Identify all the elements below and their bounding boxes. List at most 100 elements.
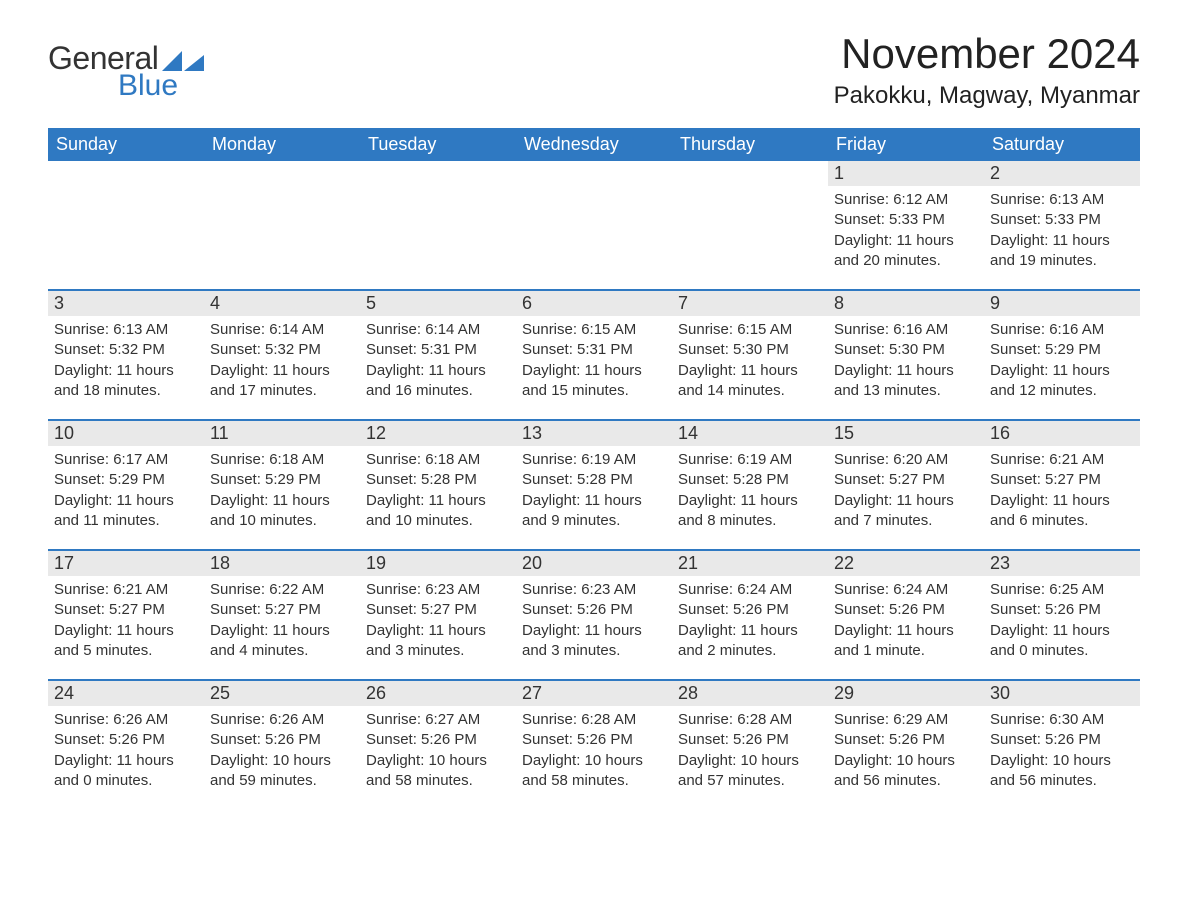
daylight-line: Daylight: 11 hours and 7 minutes. bbox=[834, 491, 978, 532]
day-details: Sunrise: 6:14 AMSunset: 5:32 PMDaylight:… bbox=[210, 320, 354, 401]
day-details: Sunrise: 6:27 AMSunset: 5:26 PMDaylight:… bbox=[366, 710, 510, 791]
sunset-line: Sunset: 5:26 PM bbox=[834, 730, 978, 750]
sunset-line: Sunset: 5:26 PM bbox=[366, 730, 510, 750]
sunrise-line: Sunrise: 6:14 AM bbox=[366, 320, 510, 340]
calendar-cell: 28 Sunrise: 6:28 AMSunset: 5:26 PMDayligh… bbox=[672, 681, 828, 809]
day-header-wednesday: Wednesday bbox=[516, 128, 672, 161]
calendar-cell: 11 Sunrise: 6:18 AMSunset: 5:29 PMDayligh… bbox=[204, 421, 360, 549]
sunset-line: Sunset: 5:29 PM bbox=[990, 340, 1134, 360]
day-details: Sunrise: 6:21 AMSunset: 5:27 PMDaylight:… bbox=[54, 580, 198, 661]
title-block: November 2024 Pakokku, Magway, Myanmar bbox=[834, 30, 1140, 110]
calendar-cell: 2 Sunrise: 6:13 AMSunset: 5:33 PMDaylight… bbox=[984, 161, 1140, 289]
daylight-line: Daylight: 11 hours and 13 minutes. bbox=[834, 361, 978, 402]
day-number: 13 bbox=[516, 421, 672, 446]
day-details: Sunrise: 6:21 AMSunset: 5:27 PMDaylight:… bbox=[990, 450, 1134, 531]
day-details: Sunrise: 6:23 AMSunset: 5:26 PMDaylight:… bbox=[522, 580, 666, 661]
sunrise-line: Sunrise: 6:16 AM bbox=[834, 320, 978, 340]
daylight-line: Daylight: 10 hours and 56 minutes. bbox=[834, 751, 978, 792]
day-number: 2 bbox=[984, 161, 1140, 186]
calendar-cell: 22Sunrise: 6:24 AMSunset: 5:26 PMDayligh… bbox=[828, 551, 984, 679]
sunset-line: Sunset: 5:26 PM bbox=[678, 600, 822, 620]
daylight-line: Daylight: 11 hours and 5 minutes. bbox=[54, 621, 198, 662]
daylight-line: Daylight: 11 hours and 18 minutes. bbox=[54, 361, 198, 402]
sunset-line: Sunset: 5:26 PM bbox=[522, 600, 666, 620]
sunrise-line: Sunrise: 6:12 AM bbox=[834, 190, 978, 210]
calendar-cell: 13Sunrise: 6:19 AMSunset: 5:28 PMDayligh… bbox=[516, 421, 672, 549]
sunset-line: Sunset: 5:26 PM bbox=[834, 600, 978, 620]
sunset-line: Sunset: 5:27 PM bbox=[990, 470, 1134, 490]
sunrise-line: Sunrise: 6:21 AM bbox=[990, 450, 1134, 470]
sunset-line: Sunset: 5:30 PM bbox=[834, 340, 978, 360]
sunrise-line: Sunrise: 6:18 AM bbox=[210, 450, 354, 470]
sunrise-line: Sunrise: 6:24 AM bbox=[834, 580, 978, 600]
calendar-cell: 4 Sunrise: 6:14 AMSunset: 5:32 PMDaylight… bbox=[204, 291, 360, 419]
day-details: Sunrise: 6:15 AMSunset: 5:31 PMDaylight:… bbox=[522, 320, 666, 401]
sunrise-line: Sunrise: 6:23 AM bbox=[522, 580, 666, 600]
brand-logo: General Blue bbox=[48, 30, 204, 103]
daylight-line: Daylight: 11 hours and 16 minutes. bbox=[366, 361, 510, 402]
sunset-line: Sunset: 5:33 PM bbox=[990, 210, 1134, 230]
sunrise-line: Sunrise: 6:28 AM bbox=[678, 710, 822, 730]
calendar-cell bbox=[516, 161, 672, 289]
calendar-cell: 1Sunrise: 6:12 AMSunset: 5:33 PMDaylight… bbox=[828, 161, 984, 289]
week-row: 1Sunrise: 6:12 AMSunset: 5:33 PMDaylight… bbox=[48, 161, 1140, 289]
sunset-line: Sunset: 5:31 PM bbox=[522, 340, 666, 360]
day-details: Sunrise: 6:23 AMSunset: 5:27 PMDaylight:… bbox=[366, 580, 510, 661]
day-details: Sunrise: 6:30 AMSunset: 5:26 PMDaylight:… bbox=[990, 710, 1134, 791]
daylight-line: Daylight: 11 hours and 19 minutes. bbox=[990, 231, 1134, 272]
daylight-line: Daylight: 11 hours and 4 minutes. bbox=[210, 621, 354, 662]
day-number: 26 bbox=[360, 681, 516, 706]
day-number: 5 bbox=[360, 291, 516, 316]
sunset-line: Sunset: 5:27 PM bbox=[210, 600, 354, 620]
sunset-line: Sunset: 5:27 PM bbox=[366, 600, 510, 620]
sunrise-line: Sunrise: 6:19 AM bbox=[522, 450, 666, 470]
calendar-cell: 19Sunrise: 6:23 AMSunset: 5:27 PMDayligh… bbox=[360, 551, 516, 679]
calendar-cell: 5 Sunrise: 6:14 AMSunset: 5:31 PMDaylight… bbox=[360, 291, 516, 419]
sunset-line: Sunset: 5:29 PM bbox=[54, 470, 198, 490]
day-details: Sunrise: 6:19 AMSunset: 5:28 PMDaylight:… bbox=[678, 450, 822, 531]
sunset-line: Sunset: 5:30 PM bbox=[678, 340, 822, 360]
week-row: 3Sunrise: 6:13 AMSunset: 5:32 PMDaylight… bbox=[48, 289, 1140, 419]
sunset-line: Sunset: 5:26 PM bbox=[990, 600, 1134, 620]
day-number: 28 bbox=[672, 681, 828, 706]
calendar-cell: 7Sunrise: 6:15 AMSunset: 5:30 PMDaylight… bbox=[672, 291, 828, 419]
calendar-cell: 16Sunrise: 6:21 AMSunset: 5:27 PMDayligh… bbox=[984, 421, 1140, 549]
daylight-line: Daylight: 11 hours and 14 minutes. bbox=[678, 361, 822, 402]
sunrise-line: Sunrise: 6:15 AM bbox=[522, 320, 666, 340]
sunrise-line: Sunrise: 6:20 AM bbox=[834, 450, 978, 470]
sunrise-line: Sunrise: 6:24 AM bbox=[678, 580, 822, 600]
sunrise-line: Sunrise: 6:13 AM bbox=[990, 190, 1134, 210]
daylight-line: Daylight: 11 hours and 0 minutes. bbox=[54, 751, 198, 792]
daylight-line: Daylight: 11 hours and 3 minutes. bbox=[366, 621, 510, 662]
daylight-line: Daylight: 11 hours and 10 minutes. bbox=[366, 491, 510, 532]
calendar-cell: 20Sunrise: 6:23 AMSunset: 5:26 PMDayligh… bbox=[516, 551, 672, 679]
day-details: Sunrise: 6:13 AMSunset: 5:33 PMDaylight:… bbox=[990, 190, 1134, 271]
day-header-row: SundayMondayTuesdayWednesdayThursdayFrid… bbox=[48, 128, 1140, 161]
day-details: Sunrise: 6:18 AMSunset: 5:29 PMDaylight:… bbox=[210, 450, 354, 531]
sunrise-line: Sunrise: 6:17 AM bbox=[54, 450, 198, 470]
day-details: Sunrise: 6:28 AMSunset: 5:26 PMDaylight:… bbox=[678, 710, 822, 791]
daylight-line: Daylight: 11 hours and 20 minutes. bbox=[834, 231, 978, 272]
day-number: 11 bbox=[204, 421, 360, 446]
sunset-line: Sunset: 5:26 PM bbox=[522, 730, 666, 750]
logo-triangle-icon bbox=[162, 49, 204, 71]
calendar-cell: 21Sunrise: 6:24 AMSunset: 5:26 PMDayligh… bbox=[672, 551, 828, 679]
page-header: General Blue November 2024 Pakokku, Magw… bbox=[48, 30, 1140, 110]
day-number: 4 bbox=[204, 291, 360, 316]
calendar-cell: 15Sunrise: 6:20 AMSunset: 5:27 PMDayligh… bbox=[828, 421, 984, 549]
calendar-cell: 17 Sunrise: 6:21 AMSunset: 5:27 PMDayligh… bbox=[48, 551, 204, 679]
sunrise-line: Sunrise: 6:19 AM bbox=[678, 450, 822, 470]
daylight-line: Daylight: 10 hours and 56 minutes. bbox=[990, 751, 1134, 792]
sunrise-line: Sunrise: 6:13 AM bbox=[54, 320, 198, 340]
calendar-cell bbox=[48, 161, 204, 289]
day-number: 22 bbox=[828, 551, 984, 576]
sunset-line: Sunset: 5:33 PM bbox=[834, 210, 978, 230]
day-details: Sunrise: 6:14 AMSunset: 5:31 PMDaylight:… bbox=[366, 320, 510, 401]
day-number: 30 bbox=[984, 681, 1140, 706]
sunrise-line: Sunrise: 6:26 AM bbox=[210, 710, 354, 730]
week-row: 17 Sunrise: 6:21 AMSunset: 5:27 PMDayligh… bbox=[48, 549, 1140, 679]
daylight-line: Daylight: 10 hours and 58 minutes. bbox=[522, 751, 666, 792]
day-number: 17 bbox=[48, 551, 204, 576]
calendar-cell: 9Sunrise: 6:16 AMSunset: 5:29 PMDaylight… bbox=[984, 291, 1140, 419]
sunset-line: Sunset: 5:26 PM bbox=[210, 730, 354, 750]
